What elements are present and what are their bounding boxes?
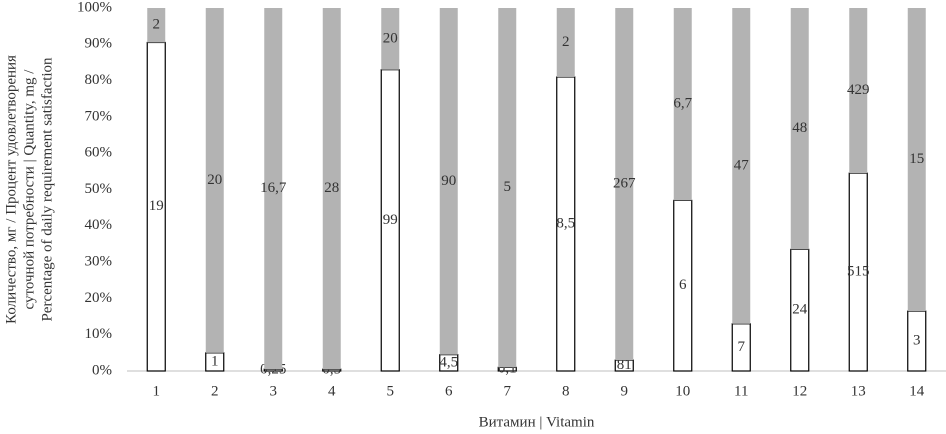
y-tick-label: 80% (85, 72, 113, 88)
x-tick-label: 5 (387, 383, 395, 399)
value-label: 28 (324, 180, 339, 196)
bar-segment (907, 8, 926, 312)
y-tick-label: 30% (85, 254, 113, 270)
value-label: 20 (383, 30, 398, 46)
bar-segment (498, 8, 517, 368)
x-tick-label: 10 (675, 383, 690, 399)
bar-segment (732, 8, 751, 324)
value-label: 429 (847, 82, 870, 98)
value-label: 4,5 (439, 354, 458, 370)
value-label: 8,5 (556, 215, 575, 231)
bar-segment (264, 8, 283, 370)
value-label: 267 (613, 175, 636, 191)
y-tick-label: 100% (77, 0, 112, 15)
y-tick-label: 50% (85, 181, 113, 197)
x-tick-label: 12 (792, 383, 807, 399)
y-tick-label: 40% (85, 217, 113, 233)
bar-segment (849, 8, 868, 174)
value-label: 2 (153, 17, 161, 33)
x-tick-label: 4 (328, 383, 336, 399)
x-tick-label: 13 (851, 383, 866, 399)
x-tick-label: 7 (504, 383, 512, 399)
value-label: 99 (383, 212, 398, 228)
x-tick-label: 14 (909, 383, 925, 399)
value-label: 90 (441, 173, 456, 189)
x-tick-label: 3 (270, 383, 278, 399)
x-tick-label: 2 (211, 383, 219, 399)
y-tick-label: 0% (92, 362, 112, 378)
y-tick-label: 70% (85, 108, 113, 124)
y-axis-title: Percentage of daily requirement satisfac… (39, 57, 55, 322)
y-tick-label: 90% (85, 36, 113, 52)
x-tick-label: 8 (562, 383, 570, 399)
bar-segment (322, 8, 341, 370)
bar-segment (381, 8, 400, 70)
value-label: 81 (617, 357, 632, 373)
bar-segment (790, 8, 809, 250)
value-label: 6 (679, 277, 687, 293)
value-label: 6,7 (673, 96, 692, 112)
value-label: 48 (792, 120, 807, 136)
bar-segment (439, 8, 458, 355)
value-label: 3 (913, 332, 921, 348)
value-label: 7 (738, 339, 746, 355)
x-tick-label: 9 (621, 383, 629, 399)
y-tick-label: 10% (85, 326, 113, 342)
bar-segment (147, 8, 166, 43)
value-label: 47 (734, 157, 750, 173)
x-axis-title: Витамин | Vitamin (479, 414, 595, 430)
x-tick-label: 6 (445, 383, 453, 399)
value-label: 16,7 (260, 180, 287, 196)
value-label: 19 (149, 198, 164, 214)
value-label: 20 (207, 172, 222, 188)
y-tick-label: 60% (85, 145, 113, 161)
y-tick-label: 20% (85, 290, 113, 306)
value-label: 24 (792, 302, 808, 318)
value-label: 5 (504, 179, 512, 195)
x-tick-label: 11 (734, 383, 748, 399)
bar-segment (556, 8, 575, 77)
value-label: 1 (211, 353, 219, 369)
bar-segment (673, 8, 692, 201)
bar-segment (205, 8, 224, 353)
x-tick-label: 1 (153, 383, 161, 399)
y-axis-title: Количество, мг / Процент удовлетворения (3, 55, 19, 324)
value-label: 515 (847, 264, 870, 280)
value-label: 2 (562, 34, 570, 50)
value-label: 15 (909, 151, 924, 167)
bar-segment (615, 8, 634, 361)
y-axis-title: суточной потребности | Quantity, mg / (21, 69, 37, 310)
